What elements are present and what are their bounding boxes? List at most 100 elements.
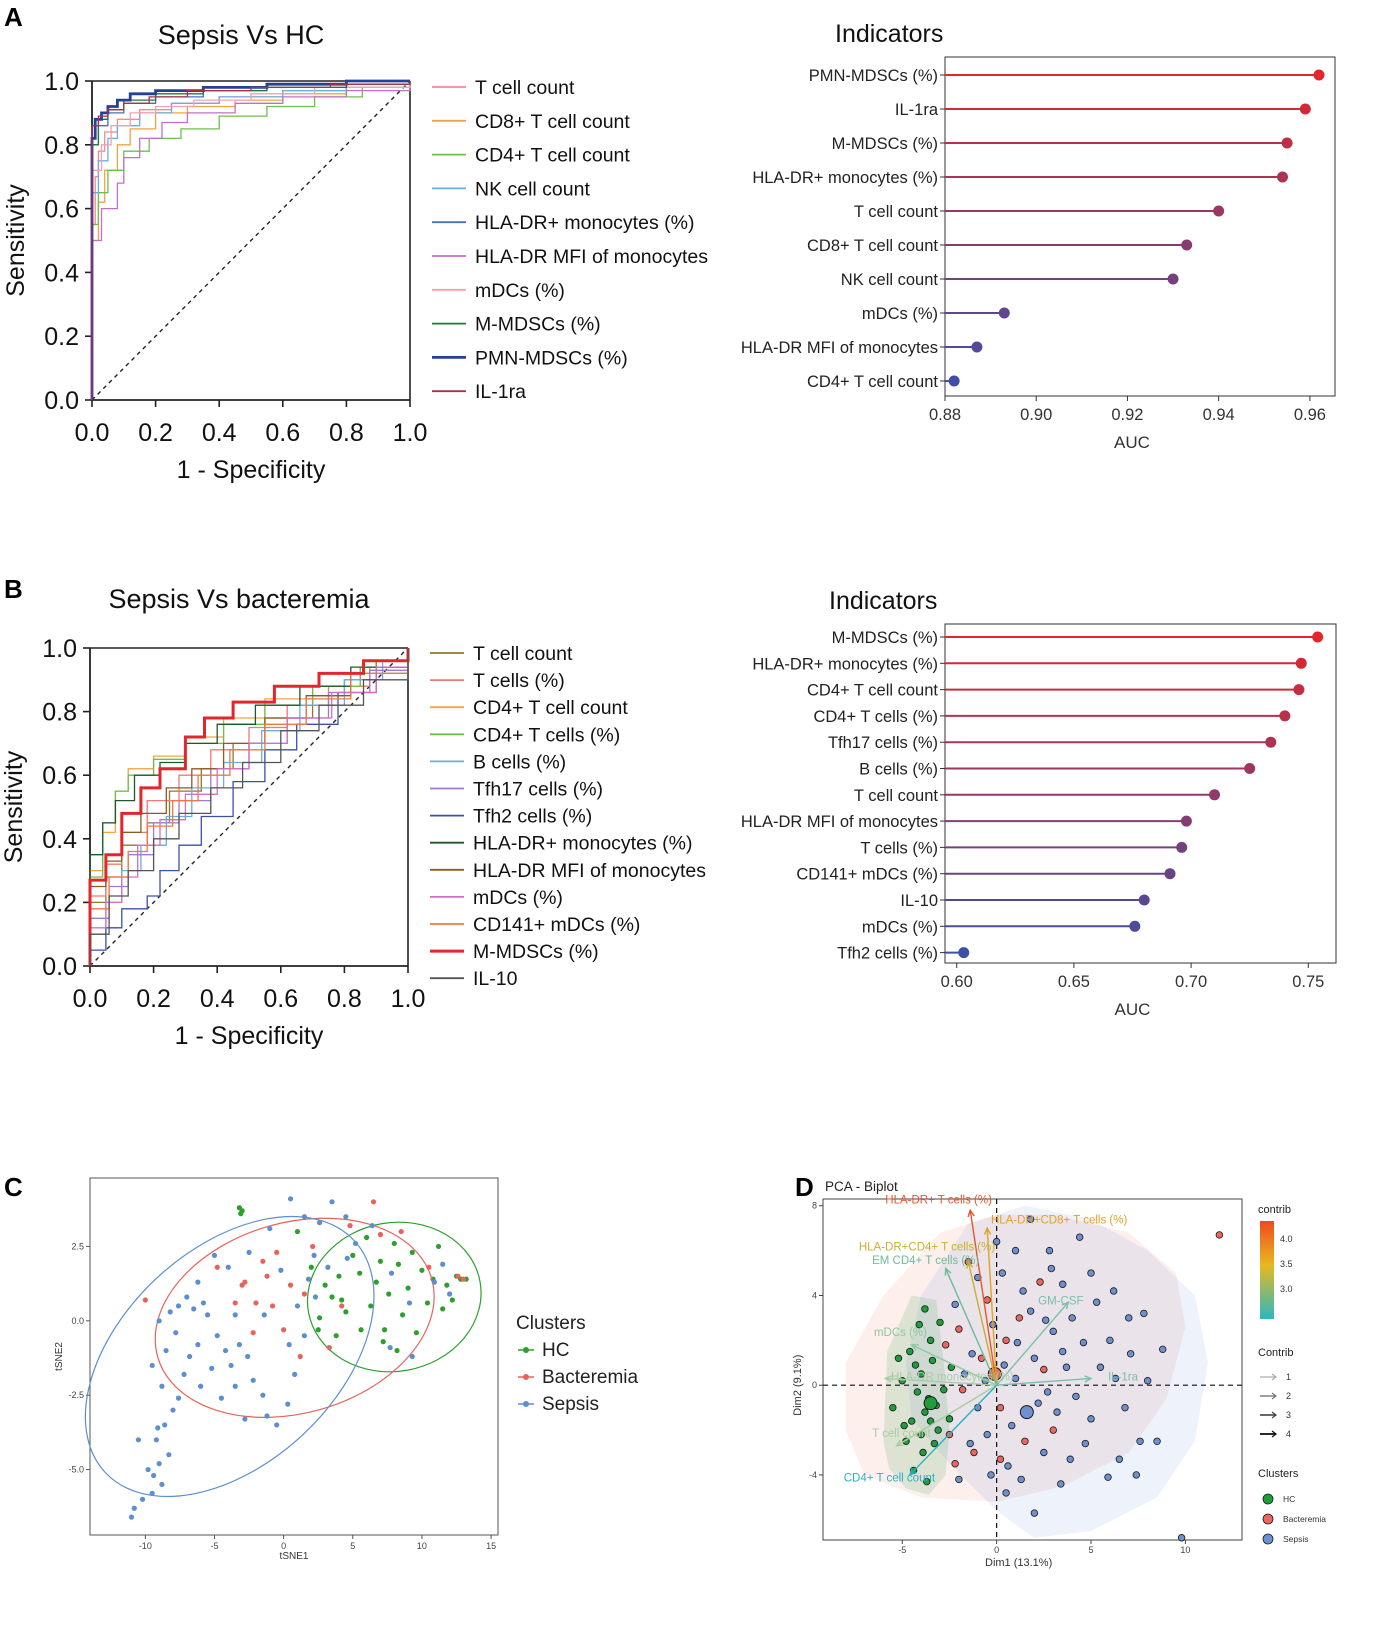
scatter-point — [996, 1403, 1005, 1412]
clusters-legend-marker — [1262, 1493, 1274, 1505]
scatter-point — [921, 1408, 929, 1416]
scatter-point — [444, 1282, 450, 1288]
x-axis-label: AUC — [1115, 1000, 1151, 1019]
scatter-point — [424, 1300, 431, 1306]
roc-series-line — [91, 81, 411, 400]
contrib-arrow-label: 2 — [1286, 1391, 1291, 1401]
lollipop-point — [1295, 657, 1307, 669]
cluster-ellipse — [306, 1221, 482, 1373]
panel-label-a: A — [4, 2, 23, 32]
x-tick-label: 1.0 — [393, 419, 428, 447]
scatter-point — [209, 1365, 215, 1371]
loading-arrow-line — [909, 1384, 998, 1476]
clusters-legend-label: HC — [1283, 1494, 1295, 1504]
scatter-point — [1058, 1280, 1067, 1288]
x-tick-label: 0 — [994, 1545, 999, 1555]
scatter-point — [917, 1370, 925, 1378]
loading-arrow-line — [996, 1301, 1069, 1386]
scatter-point — [409, 1353, 415, 1360]
scatter-point — [1062, 1363, 1071, 1371]
panel-b-auc-lollipop: Indicators 0.60 0.65 0.70 0.75 AUC M-MDSCs (%)… — [741, 587, 1337, 1019]
scatter-point — [149, 1490, 155, 1496]
legend-label: HLA-DR+ monocytes (%) — [475, 212, 694, 234]
lollipop-point — [948, 375, 960, 387]
scatter-point — [170, 1407, 176, 1413]
scatter-point — [460, 1276, 467, 1282]
scatter-point — [435, 1243, 442, 1250]
category-label: T cell count — [854, 203, 938, 221]
scatter-point — [1047, 1264, 1056, 1273]
lollipop-point — [1299, 103, 1311, 115]
loading-arrow-label: IL-1ra — [1108, 1372, 1139, 1384]
scatter-point — [316, 1315, 323, 1321]
scatter-point — [951, 1460, 959, 1468]
scatter-point — [1125, 1314, 1133, 1322]
lollipop-point — [1293, 684, 1305, 696]
scatter-point — [987, 1471, 995, 1479]
scatter-point — [153, 1437, 159, 1443]
category-label: Tfh2 cells (%) — [837, 945, 938, 963]
scatter-point — [1021, 1437, 1029, 1445]
category-label: HLA-DR+ monocytes (%) — [752, 169, 938, 187]
reference-diagonal — [91, 80, 411, 401]
scatter-point — [156, 1461, 162, 1467]
scatter-point — [377, 1231, 384, 1238]
scatter-point — [1136, 1437, 1144, 1445]
scatter-point — [287, 1196, 294, 1202]
loading-arrow-line — [986, 1228, 998, 1386]
lollipop-point — [1213, 205, 1225, 217]
scatter-point — [1066, 1455, 1074, 1463]
scatter-point — [250, 1377, 256, 1383]
chart-title: Sepsis Vs HC — [158, 20, 325, 50]
scatter-point — [218, 1395, 224, 1401]
legend-marker — [523, 1347, 529, 1353]
scatter-point — [214, 1333, 220, 1339]
x-tick-label: 0.96 — [1294, 406, 1326, 424]
x-axis-label: tSNE1 — [280, 1551, 309, 1562]
scatter-point — [149, 1362, 155, 1369]
roc-series-line — [89, 648, 409, 966]
contrib-colorbar — [1260, 1221, 1274, 1319]
category-label: CD4+ T cells (%) — [813, 708, 938, 726]
scatter-point — [200, 1300, 207, 1306]
scatter-point — [322, 1282, 328, 1288]
scatter-point — [308, 1264, 314, 1270]
x-tick-label: -10 — [139, 1541, 152, 1551]
scatter-point — [269, 1303, 276, 1309]
scatter-point — [225, 1264, 231, 1270]
scatter-point — [1017, 1475, 1025, 1484]
contrib-tick-label: 4.0 — [1280, 1234, 1293, 1244]
contrib-tick-label: 3.5 — [1280, 1259, 1293, 1269]
x-tick-label: -5 — [898, 1545, 906, 1555]
chart-title: Indicators — [829, 587, 937, 615]
scatter-point — [1053, 1408, 1061, 1416]
x-tick-label: 0.0 — [75, 419, 110, 447]
x-tick-label: 0.70 — [1175, 973, 1207, 991]
scatter-point — [1011, 1374, 1020, 1383]
loading-arrow-label: HLA-DR monocytes (%) — [891, 1372, 1014, 1384]
legend-label: HLA-DR MFI of monocytes — [473, 860, 706, 882]
scatter-point — [1058, 1347, 1067, 1356]
plot-frame — [944, 623, 1337, 964]
scatter-point — [1079, 1338, 1088, 1347]
loading-arrow-label: EM CD4+ T cells (%) — [872, 1255, 979, 1267]
scatter-point — [387, 1344, 393, 1351]
scatter-point — [919, 1448, 927, 1457]
scatter-point — [928, 1356, 937, 1365]
loading-arrow-label: HLA-DR+ T cells (%) — [885, 1194, 992, 1206]
panel-d: D PCA - Biplot -5 0 5 10 8 4 0 -4 Dim1 (13.1%) Dim… — [792, 1172, 1326, 1569]
contrib-arrow-head — [1271, 1392, 1277, 1400]
lollipop-point — [958, 947, 970, 959]
lollipop-point — [1209, 789, 1221, 801]
category-label: CD4+ T cell count — [807, 373, 938, 391]
scatter-point — [1036, 1278, 1044, 1286]
roc-series-line — [89, 648, 409, 966]
clusters-legend-title: Clusters — [1258, 1468, 1299, 1480]
scatter-point — [315, 1327, 321, 1333]
scatter-point — [1042, 1316, 1050, 1324]
loading-arrow-label: mDCs (%) — [874, 1327, 927, 1339]
category-label: CD4+ T cell count — [807, 682, 938, 700]
scatter-point — [1040, 1365, 1048, 1374]
scatter-point — [145, 1466, 151, 1473]
scatter-point — [156, 1318, 162, 1324]
